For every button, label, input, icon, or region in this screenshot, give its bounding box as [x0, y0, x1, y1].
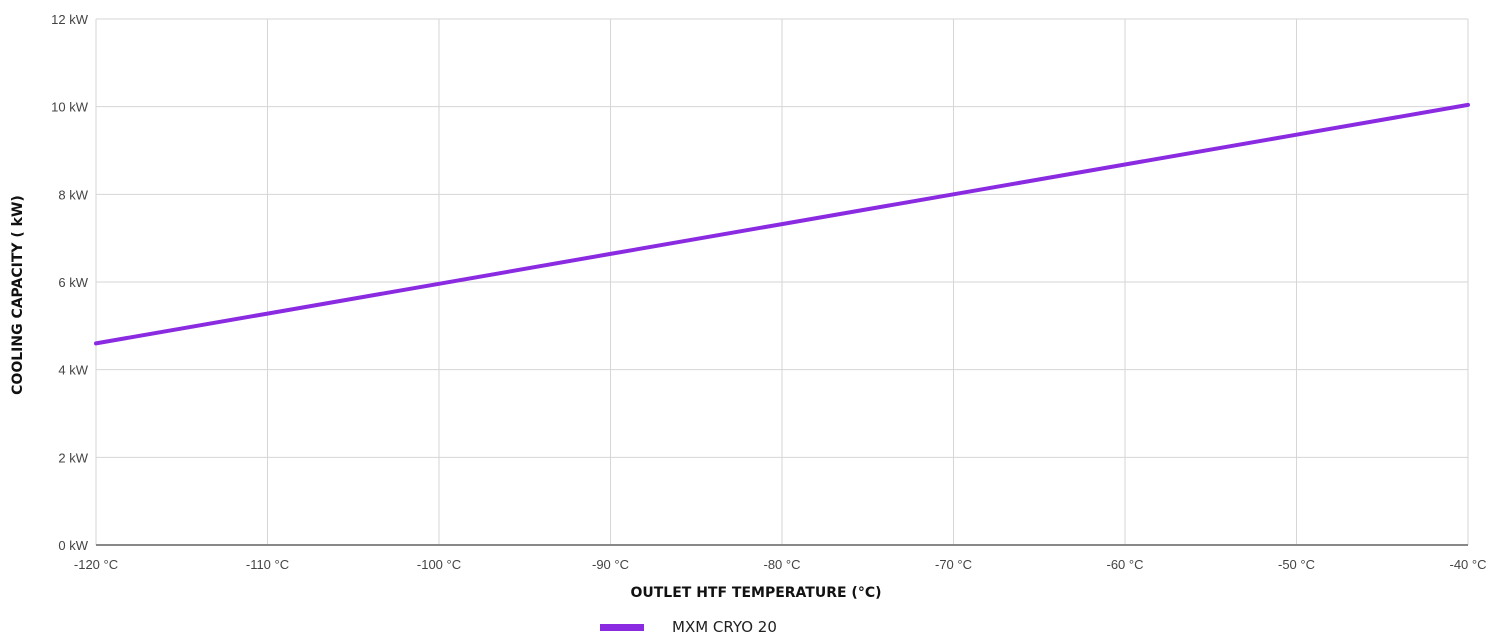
legend: MXM CRYO 20	[600, 618, 777, 634]
y-tick-label-6: 12 kW	[51, 12, 89, 27]
y-tick-label-4: 8 kW	[58, 187, 88, 202]
x-tick-label-2: -100 °C	[417, 557, 461, 572]
x-tick-label-1: -110 °C	[246, 557, 289, 572]
y-tick-label-5: 10 kW	[51, 100, 89, 115]
series-line-0	[94, 102, 1470, 346]
x-tick-label-3: -90 °C	[592, 557, 629, 572]
x-tick-label-6: -60 °C	[1107, 557, 1144, 572]
series-layer	[94, 102, 1470, 346]
y-axis-title: COOLING CAPACITY ( kW)	[10, 195, 26, 395]
y-tick-label-1: 2 kW	[58, 450, 88, 465]
grid-layer	[95, 18, 1469, 545]
legend-swatch-mxm-cryo-20	[600, 624, 644, 631]
y-tick-label-2: 4 kW	[58, 363, 88, 378]
x-tick-label-8: -40 °C	[1450, 557, 1487, 572]
x-axis-title: OUTLET HTF TEMPERATURE (°C)	[630, 585, 881, 601]
legend-label-mxm-cryo-20: MXM CRYO 20	[672, 618, 777, 634]
x-tick-label-7: -50 °C	[1278, 557, 1315, 572]
x-tick-label-4: -80 °C	[764, 557, 801, 572]
y-tick-label-0: 0 kW	[58, 538, 88, 553]
x-tick-label-5: -70 °C	[935, 557, 972, 572]
y-tick-label-3: 6 kW	[58, 275, 88, 290]
x-tick-label-0: -120 °C	[74, 557, 118, 572]
tick-label-layer: 0 kW 2 kW 4 kW 6 kW 8 kW 10 kW 12 kW -120 °C -11…	[51, 12, 1486, 572]
